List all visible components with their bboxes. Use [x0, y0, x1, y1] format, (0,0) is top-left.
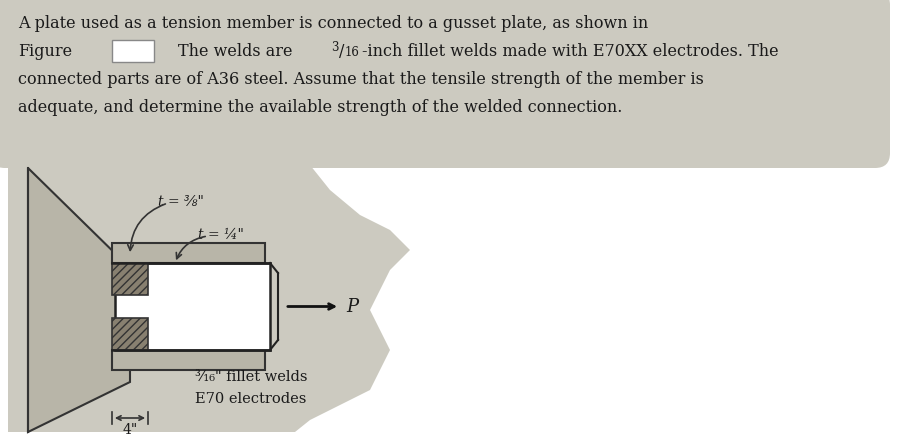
Text: t = ¼": t = ¼"	[198, 228, 244, 242]
Text: connected parts are of A36 steel. Assume that the tensile strength of the member: connected parts are of A36 steel. Assume…	[18, 71, 703, 88]
Bar	[112, 263, 148, 295]
Text: P: P	[346, 297, 358, 316]
Text: E70 electrodes: E70 electrodes	[195, 392, 306, 406]
Text: ³⁄₁₆" fillet welds: ³⁄₁₆" fillet welds	[195, 370, 307, 384]
Text: Figure: Figure	[18, 43, 72, 60]
Text: 3: 3	[330, 41, 338, 54]
Text: 16: 16	[345, 46, 359, 59]
FancyBboxPatch shape	[0, 0, 889, 168]
Text: A plate used as a tension member is connected to a gusset plate, as shown in: A plate used as a tension member is conn…	[18, 15, 647, 32]
Text: adequate, and determine the available strength of the welded connection.: adequate, and determine the available st…	[18, 99, 621, 116]
Bar	[112, 350, 265, 370]
Bar	[112, 40, 154, 62]
Polygon shape	[8, 155, 410, 432]
Text: 4": 4"	[122, 423, 137, 437]
Bar	[112, 318, 148, 350]
Text: -inch fillet welds made with E70XX electrodes. The: -inch fillet welds made with E70XX elect…	[361, 43, 777, 60]
Bar	[112, 243, 265, 263]
Text: t = ⅜": t = ⅜"	[158, 195, 204, 209]
Text: /: /	[339, 43, 344, 60]
Polygon shape	[28, 168, 130, 432]
Text: The welds are: The welds are	[178, 43, 297, 60]
Bar	[115, 263, 270, 350]
